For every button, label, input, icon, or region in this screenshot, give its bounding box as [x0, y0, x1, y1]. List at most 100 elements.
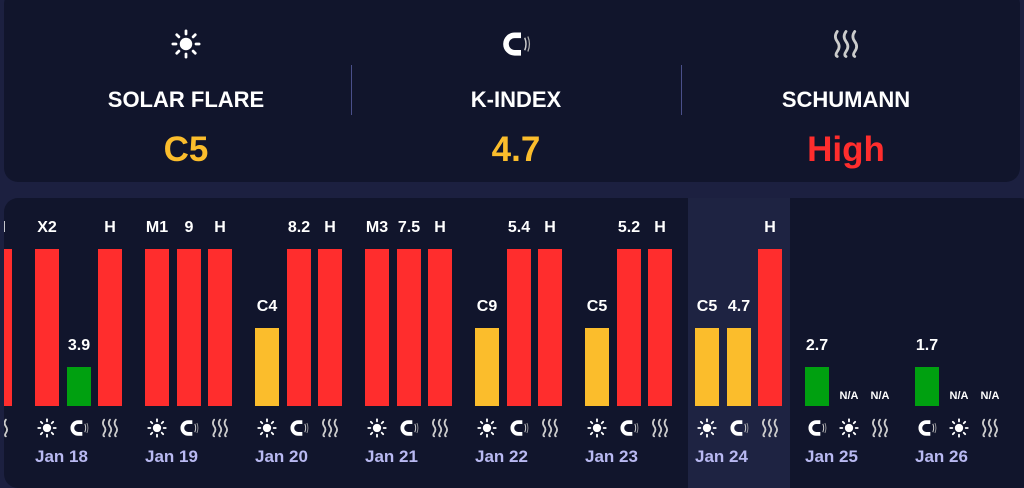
magnet-icon	[287, 418, 311, 438]
magnet-icon	[67, 418, 91, 438]
sun-icon	[475, 418, 499, 438]
day-date-label[interactable]: Jan 22	[475, 447, 528, 466]
bar-value-label: H	[434, 219, 446, 236]
sun-icon	[21, 24, 351, 64]
waves-icon	[648, 418, 672, 438]
bar-kindex[interactable]	[727, 327, 751, 406]
waves-icon	[758, 418, 782, 438]
daily-chart-panel: H X2 3.9 H Jan 18 M1 9 H Jan 19 C4 8.2 H Jan 20 M3 7.5…	[4, 198, 1024, 488]
magnet-icon	[397, 418, 421, 438]
bar-value-label: N/A	[839, 390, 859, 402]
bar-value-label: N/A	[870, 390, 890, 402]
metric-label: SOLAR FLARE	[107, 87, 265, 112]
bar-solar[interactable]	[695, 327, 719, 406]
bar-value-label: 7.5	[397, 219, 421, 236]
sun-icon	[365, 418, 389, 438]
bar-value-label: 8.2	[287, 219, 311, 236]
magnet-icon	[805, 418, 829, 438]
bar-value-label: 5.4	[507, 219, 531, 236]
metric-schumann: SCHUMANN High	[681, 10, 1011, 192]
sun-icon	[837, 418, 861, 438]
waves-icon	[208, 418, 232, 438]
bar-value-label: X2	[37, 219, 57, 236]
metric-label: K-INDEX	[470, 87, 562, 112]
bar-schumann[interactable]	[538, 249, 562, 406]
bar-value-label: H	[214, 219, 226, 236]
bar-value-label: M1	[145, 219, 169, 236]
bar-solar[interactable]	[365, 249, 389, 406]
bar-solar[interactable]	[475, 327, 499, 406]
bar-schumann[interactable]	[648, 249, 672, 406]
bar-value-label: H	[764, 219, 776, 236]
magnet-icon	[915, 418, 939, 438]
metric-value: 4.7	[491, 130, 541, 169]
bar-schumann[interactable]	[318, 249, 342, 406]
bar-value-label: N/A	[949, 390, 969, 402]
waves-icon	[538, 418, 562, 438]
magnet-icon	[617, 418, 641, 438]
bar-kindex[interactable]	[177, 249, 201, 406]
bar-value-label: C5	[696, 297, 718, 315]
day-date-label[interactable]: Jan 24	[695, 447, 748, 466]
magnet-icon	[177, 418, 201, 438]
divider	[351, 65, 352, 115]
day-date-label[interactable]: Jan 19	[145, 447, 198, 466]
bar-value-label: 4.7	[727, 297, 751, 315]
bar-solar[interactable]	[145, 249, 169, 406]
bar-schumann[interactable]	[98, 249, 122, 406]
bar-value-label: 5.2	[617, 219, 641, 236]
bar-schumann[interactable]	[428, 249, 452, 406]
metric-label: SCHUMANN	[781, 87, 911, 112]
bar-kindex[interactable]	[287, 249, 311, 406]
bar-value-label: 9	[184, 219, 194, 236]
day-date-label[interactable]: Jan 23	[585, 447, 638, 466]
bar-value-label: H	[104, 219, 116, 236]
magnet-icon	[351, 24, 681, 64]
sun-icon	[695, 418, 719, 438]
day-date-label[interactable]: Jan 26	[915, 447, 968, 466]
waves-icon	[681, 24, 1011, 64]
sun-icon	[145, 418, 169, 438]
sun-icon	[947, 418, 971, 438]
bar-value-label: 2.7	[805, 336, 829, 354]
bar-solar[interactable]	[255, 327, 279, 406]
bar-value-label: C5	[586, 297, 608, 315]
bar-value-label: H	[654, 219, 666, 236]
waves-icon	[868, 418, 892, 438]
metric-value: C5	[163, 130, 209, 169]
divider	[681, 65, 682, 115]
bar-kindex[interactable]	[805, 366, 829, 406]
bar-value-label: 3.9	[67, 336, 91, 354]
bar-schumann[interactable]	[208, 249, 232, 406]
day-date-label[interactable]: Jan 20	[255, 447, 308, 466]
sun-icon	[255, 418, 279, 438]
day-date-label[interactable]: Jan 21	[365, 447, 418, 466]
waves-icon	[98, 418, 122, 438]
waves-icon	[4, 418, 12, 438]
sun-icon	[585, 418, 609, 438]
bar-kindex[interactable]	[67, 366, 91, 406]
bar-solar[interactable]	[585, 327, 609, 406]
bar-kindex[interactable]	[617, 249, 641, 406]
waves-icon	[428, 418, 452, 438]
magnet-icon	[727, 418, 751, 438]
bar-schumann[interactable]	[758, 249, 782, 406]
bar-value-label: H	[544, 219, 556, 236]
bar-value-label: H	[324, 219, 336, 236]
bar-solar[interactable]	[35, 249, 59, 406]
bar-kindex[interactable]	[915, 366, 939, 406]
bar-value-label: 1.7	[915, 336, 939, 354]
metric-k-index: K-INDEX 4.7	[351, 10, 681, 192]
bar-schumann[interactable]	[4, 249, 12, 406]
day-date-label[interactable]: Jan 18	[35, 447, 88, 466]
magnet-icon	[507, 418, 531, 438]
summary-panel	[4, 0, 1020, 182]
metric-solar-flare: SOLAR FLARE C5	[21, 10, 351, 192]
waves-icon	[978, 418, 1002, 438]
bar-kindex[interactable]	[397, 249, 421, 406]
metric-value: High	[807, 130, 885, 169]
day-date-label[interactable]: Jan 25	[805, 447, 858, 466]
bar-kindex[interactable]	[507, 249, 531, 406]
bar-value-label: H	[4, 219, 20, 237]
bar-value-label: C9	[476, 297, 498, 315]
